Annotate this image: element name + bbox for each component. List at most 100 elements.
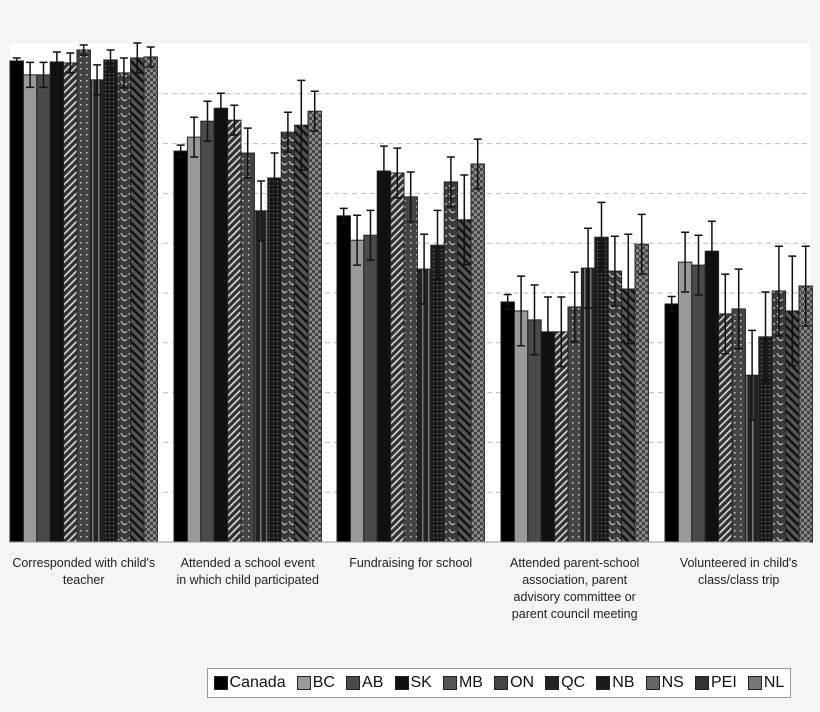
bar-pei-0 [130, 57, 145, 543]
category-label: Corresponded with child's teacher [0, 555, 169, 589]
error-bar-nl-1 [310, 90, 319, 132]
bar-sk-1 [213, 107, 229, 543]
bar-ab-1 [200, 120, 215, 543]
error-bar-pei-2 [460, 174, 469, 266]
error-bar-qc-2 [420, 233, 429, 305]
error-bar-mb-1 [230, 104, 239, 136]
error-bar-canada-2 [339, 207, 348, 225]
category-label-line: Corresponded with child's [12, 556, 156, 570]
legend-swatch [747, 676, 762, 690]
error-bar-nl-2 [473, 138, 482, 190]
bar-qc-3 [580, 267, 596, 543]
bar-sk-4 [704, 250, 720, 543]
error-bar-ab-2 [366, 209, 375, 261]
bar-bc-4 [677, 261, 693, 543]
legend-label: AB [362, 674, 384, 691]
bar-nl-3 [634, 243, 649, 543]
category-label-line: Volunteered in child's [679, 556, 798, 570]
error-bar-sk-3 [543, 296, 552, 368]
error-bar-ab-4 [694, 234, 703, 296]
bar-pei-1 [294, 124, 309, 543]
bar-ns-1 [280, 131, 296, 543]
bar-ns-0 [116, 72, 132, 543]
legend: Canada BC AB SK MB ON QC NB NS PEI NL [207, 668, 791, 698]
error-bar-nb-3 [597, 201, 606, 273]
error-bar-pei-4 [788, 255, 797, 367]
bar-canada-2 [336, 215, 351, 543]
bar-mb-0 [63, 62, 78, 543]
legend-swatch [645, 676, 660, 690]
error-bar-qc-1 [257, 180, 266, 242]
error-bar-on-0 [79, 44, 88, 56]
bar-bc-1 [186, 136, 202, 543]
error-bar-nb-0 [106, 49, 115, 71]
bar-ab-2 [363, 234, 378, 543]
bar-bc-0 [22, 74, 38, 543]
error-bar-pei-1 [297, 79, 306, 171]
bar-nb-1 [267, 177, 282, 543]
error-bar-nl-3 [637, 213, 646, 275]
error-bar-ns-3 [610, 235, 619, 307]
category-label-line: Attended a school event [180, 556, 315, 570]
legend-item-qc: QC [545, 674, 585, 692]
legend-item-nb: NB [596, 674, 635, 692]
bar-canada-1 [173, 150, 188, 543]
category-label-line: parent council meeting [511, 607, 638, 621]
error-bar-ns-4 [774, 245, 783, 337]
bar-nl-0 [143, 56, 158, 543]
category-label: Attended parent-school association, paren… [490, 555, 660, 623]
legend-item-ab: AB [346, 674, 383, 692]
error-bar-bc-2 [353, 214, 362, 266]
legend-item-pei: PEI [694, 674, 737, 692]
category-label-line: advisory committee or [513, 590, 636, 604]
error-bar-bc-3 [517, 275, 526, 347]
legend-item-nl: NL [747, 674, 785, 692]
error-bar-qc-3 [584, 227, 593, 309]
bar-canada-0 [9, 60, 24, 543]
error-bar-sk-1 [216, 92, 225, 124]
category-label-line: Fundraising for school [349, 556, 473, 570]
error-bar-ns-2 [446, 156, 455, 208]
error-bar-bc-4 [681, 231, 690, 293]
bar-canada-4 [664, 303, 679, 543]
legend-item-on: ON [494, 674, 534, 692]
legend-item-bc: BC [296, 674, 335, 692]
bar-nb-2 [430, 244, 445, 543]
legend-swatch [494, 676, 509, 690]
error-bar-on-1 [243, 127, 252, 179]
error-bar-sk-0 [52, 51, 61, 73]
bar-canada-3 [500, 301, 515, 543]
category-label: Attended a school event in which child pa… [163, 555, 333, 589]
bar-sk-2 [376, 170, 392, 543]
error-bar-qc-0 [93, 64, 102, 96]
error-bar-pei-0 [133, 42, 142, 74]
error-bar-ns-1 [283, 111, 292, 153]
category-label-line: teacher [62, 573, 105, 587]
error-bar-mb-0 [66, 52, 75, 74]
error-bar-ab-3 [530, 284, 539, 356]
legend-label: NL [763, 674, 785, 691]
error-bar-nb-2 [433, 209, 442, 281]
error-bar-ab-1 [203, 100, 212, 142]
legend-label: SK [410, 674, 432, 691]
legend-label: NS [661, 674, 684, 691]
error-bar-nb-1 [270, 152, 279, 204]
error-bar-sk-4 [707, 220, 716, 282]
bar-qc-2 [416, 268, 432, 543]
error-bar-mb-4 [721, 273, 730, 355]
error-bar-qc-4 [748, 329, 757, 421]
error-bar-on-3 [570, 271, 579, 343]
bar-ns-2 [443, 181, 459, 543]
category-label-line: Attended parent-school [510, 556, 640, 570]
legend-label: NB [612, 674, 635, 691]
category-label: Volunteered in child's class/class trip [654, 555, 820, 589]
bar-mb-1 [227, 119, 242, 543]
error-bar-mb-2 [393, 147, 402, 199]
error-bar-pei-3 [624, 233, 633, 345]
category-label-line: class/class trip [698, 573, 780, 587]
bar-pei-2 [457, 219, 472, 543]
legend-label: PEI [710, 674, 737, 691]
legend-swatch [394, 676, 409, 690]
legend-label: MB [458, 674, 483, 691]
